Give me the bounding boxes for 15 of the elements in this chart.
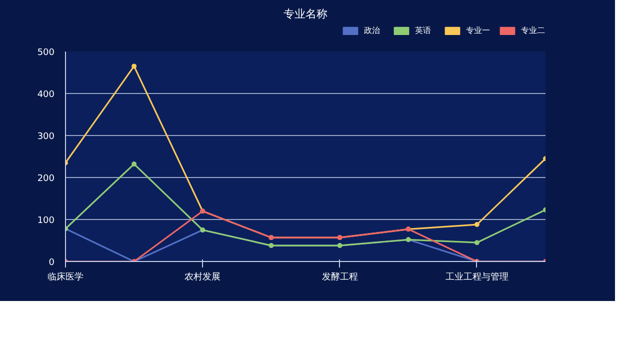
x-tick-label: 工业工程与管理 <box>445 272 508 282</box>
chart-title: 专业名称 <box>284 8 328 20</box>
y-tick-label: 500 <box>37 48 55 58</box>
y-tick-label: 100 <box>37 216 55 226</box>
x-tick-label: 发酵工程 <box>322 272 358 282</box>
y-tick-label: 300 <box>37 132 55 142</box>
y-tick-label: 400 <box>37 90 55 100</box>
legend-label: 政治 <box>364 25 381 36</box>
legend-label: 英语 <box>415 25 432 36</box>
x-tick-label: 农村发展 <box>184 272 221 282</box>
legend-label: 专业二 <box>521 25 545 36</box>
x-tick-label: 临床医学 <box>48 272 84 282</box>
y-tick-label: 0 <box>48 258 55 268</box>
y-tick-label: 200 <box>37 174 55 184</box>
legend-label: 专业一 <box>466 25 490 36</box>
